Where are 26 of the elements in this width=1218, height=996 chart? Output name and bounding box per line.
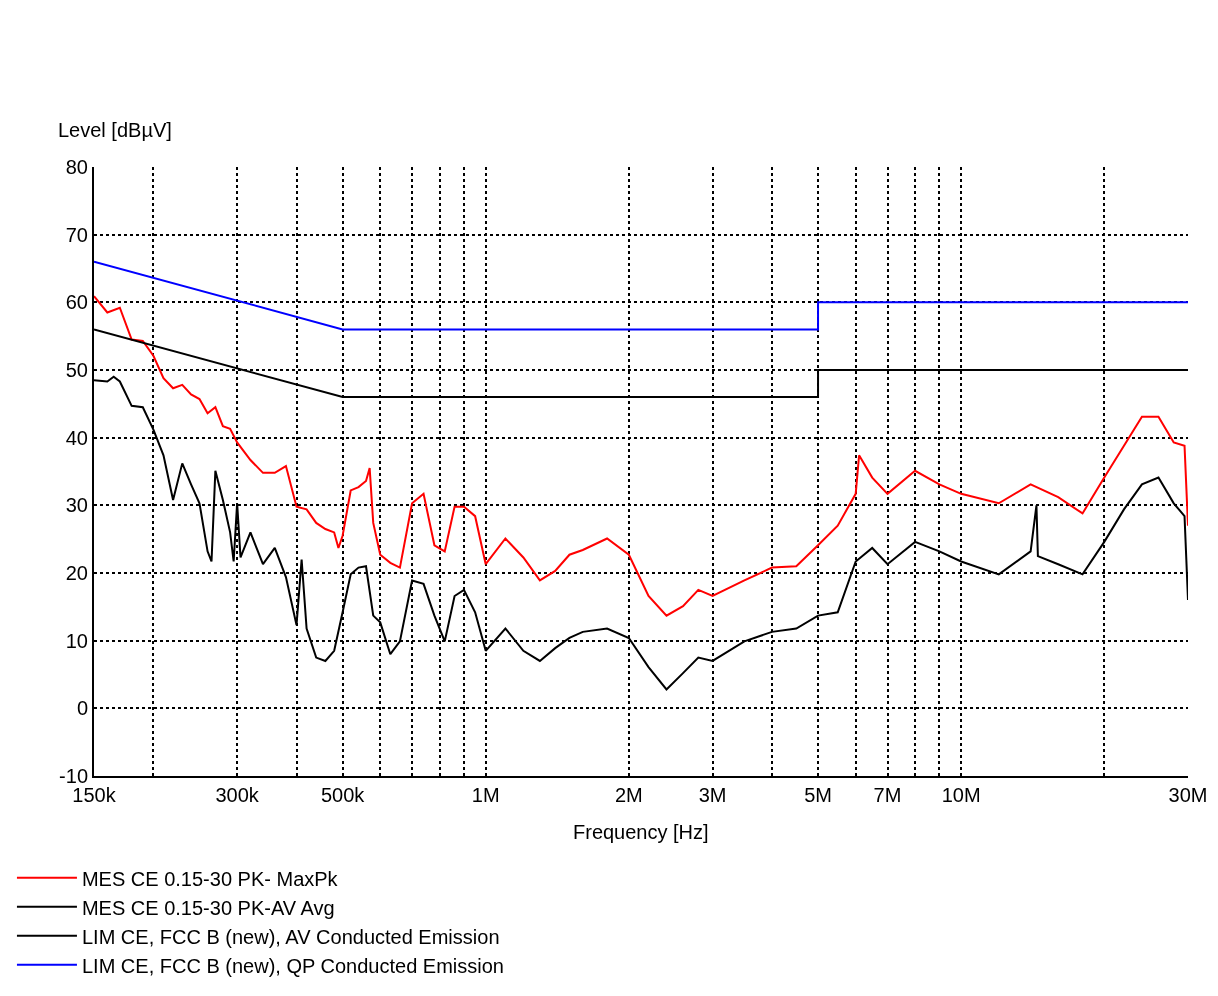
y-tick-label: 0 (76, 697, 88, 720)
y-tick-label: -10 (59, 765, 88, 787)
y-axis-title: Level [dBµV] (58, 119, 172, 141)
x-tick-label: 300k (215, 784, 260, 806)
x-tick-label: 10M (941, 784, 981, 806)
x-axis-title: Frequency [Hz] (573, 821, 709, 843)
y-tick-label: 20 (65, 562, 88, 584)
y-tick-label: 10 (65, 629, 88, 652)
x-tick-label: 5M (804, 784, 832, 806)
x-tick-label: 3M (698, 784, 727, 806)
legend-label: MES CE 0.15-30 PK-AV Avg (81, 896, 335, 919)
x-tick-label: 7M (873, 784, 902, 806)
legend-label: MES CE 0.15-30 PK- MaxPk (81, 867, 339, 890)
x-tick-label: 150k (72, 784, 117, 806)
x-tick-label: 30M (1168, 784, 1208, 806)
y-tick-label: 30 (65, 494, 88, 517)
y-tick-label: 60 (65, 291, 88, 314)
x-tick-label: 500k (320, 784, 366, 806)
x-tick-label: 2M (614, 784, 643, 806)
y-tick-label: 50 (65, 359, 88, 381)
y-tick-label: 40 (65, 426, 88, 449)
x-tick-label: 1M (471, 784, 500, 806)
y-tick-label: 70 (65, 223, 88, 246)
y-tick-label: 80 (65, 156, 88, 178)
legend-label: LIM CE, FCC B (new), AV Conducted Emission (81, 925, 500, 948)
legend-label: LIM CE, FCC B (new), QP Conducted Emission (81, 954, 504, 977)
